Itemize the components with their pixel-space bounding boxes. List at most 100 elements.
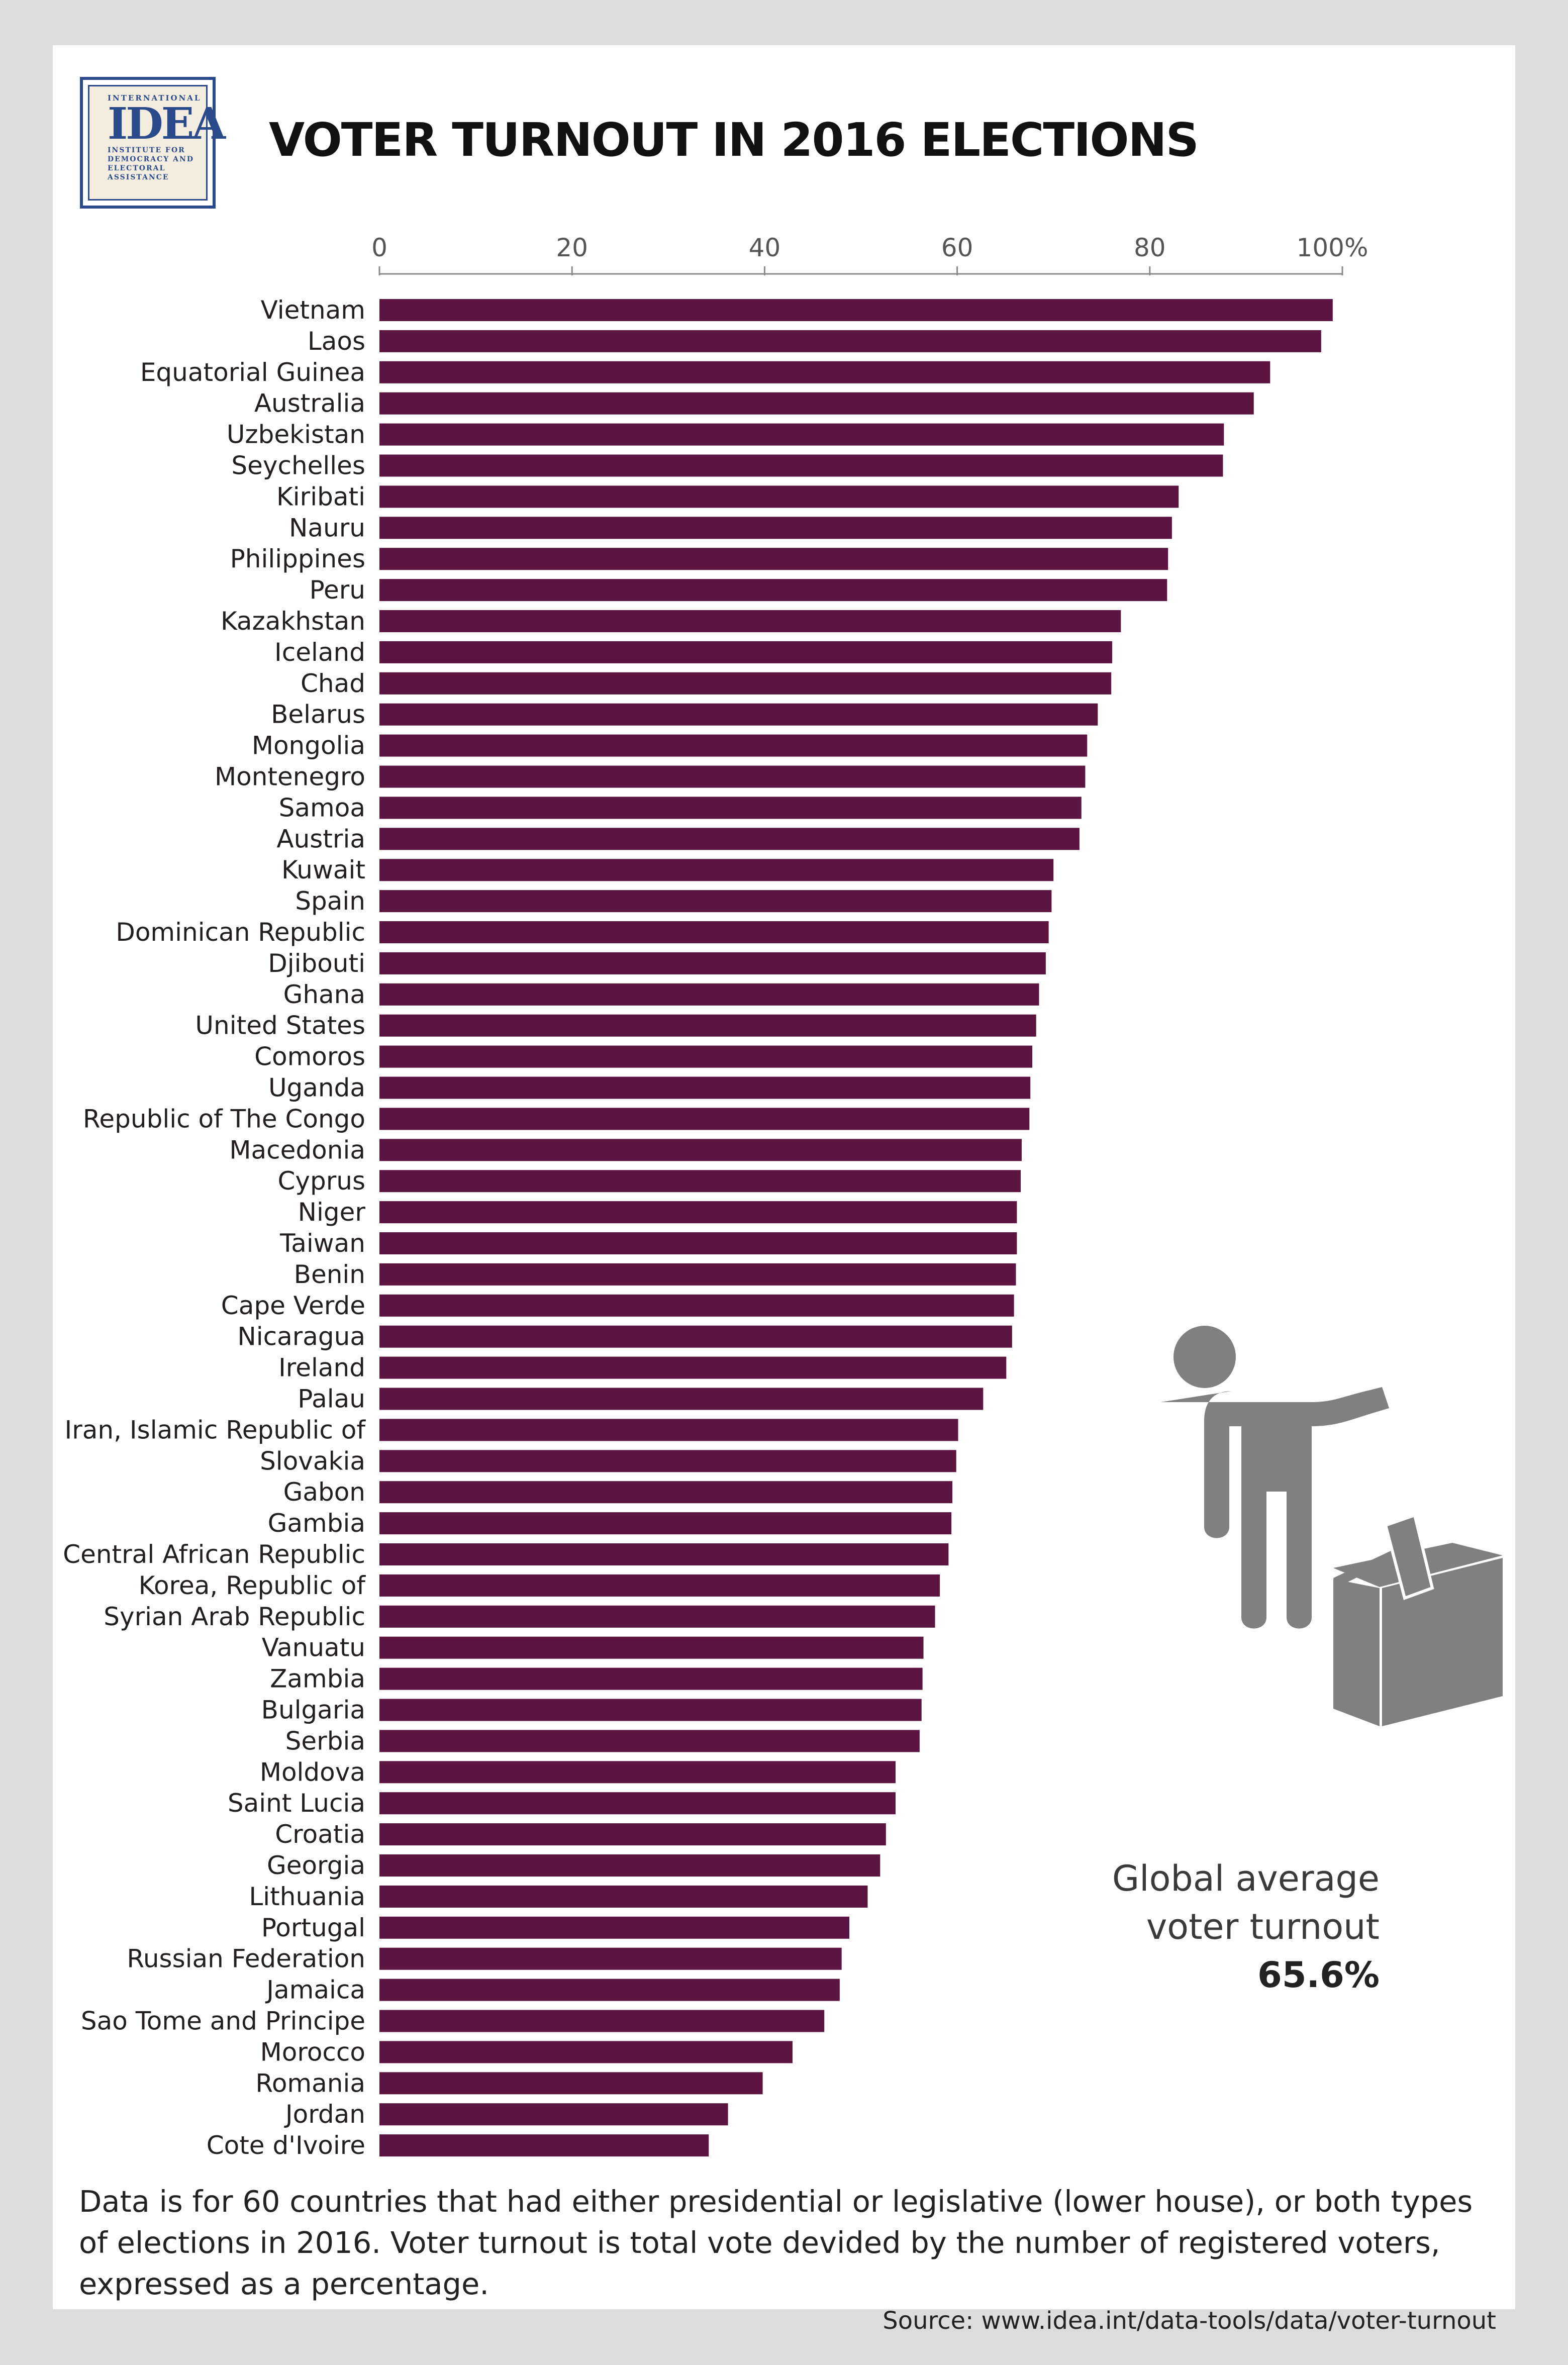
category-label: Dominican Republic — [116, 918, 365, 947]
bar — [379, 485, 1179, 508]
callout-value: 65.6% — [1257, 1954, 1380, 1996]
logo-top-text: INTERNATIONAL — [108, 93, 202, 103]
category-label: Moldova — [260, 1757, 365, 1787]
global-average-callout: Global average voter turnout 65.6% — [1058, 1854, 1380, 1999]
category-label: Ghana — [283, 980, 365, 1009]
bar — [379, 548, 1168, 570]
logo-sub-line-1: INSTITUTE FOR — [108, 146, 185, 154]
bar — [379, 1916, 850, 1939]
category-label: Nauru — [289, 513, 365, 542]
category-label: Vietnam — [261, 295, 365, 325]
bar — [379, 1667, 923, 1690]
bar — [379, 454, 1223, 477]
bar — [379, 423, 1224, 446]
bar — [379, 610, 1121, 632]
category-label: Central African Republic — [63, 1540, 365, 1569]
bar — [379, 1325, 1012, 1348]
category-label: Syrian Arab Republic — [104, 1602, 365, 1631]
x-tick-label: 20 — [556, 233, 588, 262]
bar — [379, 1512, 952, 1535]
logo-sub-line-3: ELECTORAL — [108, 164, 166, 172]
category-label: United States — [195, 1011, 365, 1040]
bar — [379, 1139, 1022, 1161]
bar — [379, 1170, 1021, 1193]
bar — [379, 1014, 1036, 1037]
bar — [379, 1419, 958, 1441]
category-label: Gambia — [268, 1509, 365, 1538]
bar — [379, 1761, 896, 1784]
category-label: Cyprus — [277, 1166, 365, 1196]
bar — [379, 1232, 1017, 1254]
bar — [379, 1450, 956, 1472]
category-label: Seychelles — [231, 451, 365, 480]
category-label: Saint Lucia — [228, 1789, 365, 1818]
category-label: Taiwan — [279, 1229, 365, 1258]
x-tick-label: 40 — [749, 233, 781, 262]
category-label: Iran, Islamic Republic of — [64, 1415, 366, 1444]
category-label: Benin — [294, 1260, 365, 1289]
x-tick-label: 80 — [1134, 233, 1166, 262]
bar — [379, 1294, 1014, 1317]
category-label: Belarus — [271, 700, 365, 729]
bar — [379, 1854, 880, 1877]
bar — [379, 2072, 763, 2095]
bar — [379, 983, 1039, 1006]
category-label: Djibouti — [268, 949, 365, 978]
callout-line-1: Global average — [1112, 1858, 1380, 1899]
bar — [379, 859, 1054, 881]
bar — [379, 703, 1098, 726]
x-axis: 0 20 40 60 80 100% — [371, 233, 1368, 275]
category-label: Laos — [308, 327, 365, 356]
bar — [379, 579, 1167, 602]
bar — [379, 392, 1254, 415]
category-label: Jamaica — [265, 1976, 365, 2005]
category-label: Slovakia — [260, 1446, 365, 1475]
category-label: Republic of The Congo — [83, 1104, 365, 1133]
category-label: Zambia — [270, 1664, 365, 1694]
bar — [379, 1543, 949, 1565]
bar — [379, 1885, 868, 1908]
bar — [379, 641, 1113, 663]
category-label: Philippines — [230, 544, 365, 573]
bar — [379, 765, 1086, 788]
bar — [379, 1792, 896, 1815]
voter-ballot-box-icon — [1161, 1326, 1503, 1726]
bar — [379, 1263, 1016, 1286]
bar — [379, 828, 1080, 850]
bars-group — [379, 299, 1333, 2157]
category-label: Cote d'Ivoire — [207, 2131, 365, 2160]
category-label: Samoa — [279, 793, 365, 822]
category-label: Croatia — [275, 1820, 365, 1849]
bar — [379, 921, 1049, 943]
bar — [379, 1201, 1017, 1224]
category-label: Equatorial Guinea — [140, 358, 365, 387]
category-label: Uganda — [268, 1073, 365, 1103]
category-label: Spain — [295, 886, 365, 916]
category-label: Niger — [298, 1198, 366, 1227]
category-label: Vanuatu — [262, 1633, 365, 1662]
bar — [379, 361, 1270, 383]
category-label: Uzbekistan — [227, 420, 365, 449]
bar — [379, 797, 1082, 819]
category-label: Portugal — [261, 1913, 365, 1942]
bar — [379, 1481, 953, 1504]
x-tick-label: 100% — [1297, 233, 1368, 262]
bar — [379, 1730, 920, 1752]
logo-sub-line-2: DEMOCRACY AND — [108, 155, 194, 163]
category-label: Kazakhstan — [221, 607, 365, 636]
category-label: Macedonia — [229, 1135, 365, 1164]
category-label: Serbia — [285, 1726, 365, 1755]
footnote: Data is for 60 countries that had either… — [79, 2184, 1473, 2301]
bar — [379, 2134, 709, 2157]
source-note: Source: www.idea.int/data-tools/data/vot… — [883, 2307, 1496, 2335]
bar — [379, 1356, 1007, 1379]
category-label: Nicaragua — [237, 1322, 365, 1351]
category-label: Palau — [298, 1385, 365, 1414]
category-label: Kiribati — [276, 482, 365, 511]
category-label: Austria — [276, 824, 365, 853]
bar — [379, 672, 1112, 695]
bar — [379, 734, 1088, 757]
category-label: Romania — [255, 2068, 365, 2098]
